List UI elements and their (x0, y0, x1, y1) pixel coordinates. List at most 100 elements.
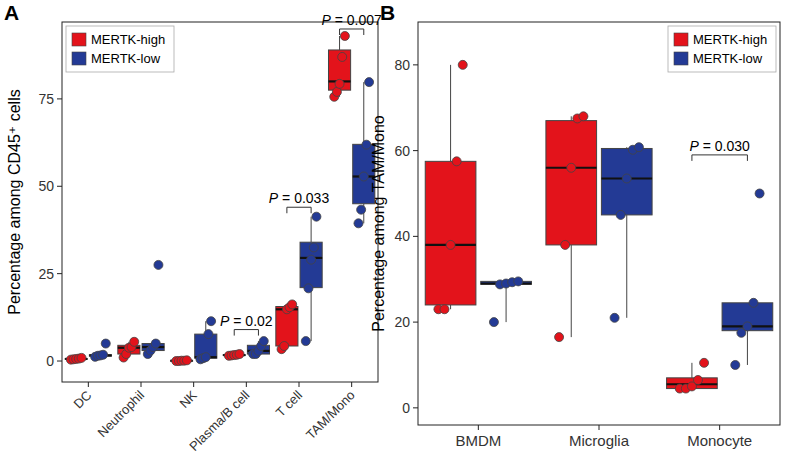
data-point (207, 317, 216, 326)
whisker-high (691, 363, 692, 378)
box (300, 242, 322, 287)
legend-label: MERTK-high (91, 32, 165, 47)
x-tick (599, 425, 600, 430)
y-tick (57, 98, 62, 99)
data-point (312, 212, 321, 221)
data-point (365, 78, 374, 87)
p-value: P = 0.02 (220, 313, 273, 329)
data-point (201, 353, 210, 362)
y-tick-label: 20 (394, 314, 410, 330)
x-tick (141, 382, 142, 387)
whisker-low (626, 215, 627, 318)
whisker-high (339, 36, 340, 50)
data-point (561, 240, 570, 249)
x-tick-label: Monocyte (687, 432, 752, 449)
whisker-low (450, 305, 451, 309)
legend: MERTK-highMERTK-low (668, 26, 776, 72)
data-point (440, 305, 449, 314)
p-value: P = 0.033 (269, 190, 330, 206)
plot-frame (418, 22, 780, 425)
y-tick-label: 0 (402, 400, 410, 416)
x-tick-label: BMDM (455, 432, 501, 449)
data-point (579, 112, 588, 121)
y-tick (413, 407, 418, 408)
whisker-low (747, 331, 748, 365)
data-point (359, 172, 368, 181)
y-axis-label: Percentage among CD45⁺ cells (6, 89, 23, 314)
panel: A0255075Percentage among CD45⁺ cellsDCNe… (4, 1, 382, 454)
marks (65, 31, 375, 365)
data-point (204, 330, 213, 339)
legend-swatch (72, 52, 86, 65)
data-point (77, 353, 86, 362)
data-point (332, 87, 341, 96)
data-point (99, 350, 108, 359)
whisker-high (311, 217, 312, 243)
data-point (235, 350, 244, 359)
legend-swatch (674, 33, 688, 46)
data-point (304, 284, 313, 293)
data-point (743, 322, 752, 331)
data-point (755, 189, 764, 198)
data-point (616, 210, 625, 219)
significance-bracket (287, 207, 311, 213)
plot-frame (62, 22, 378, 382)
x-tick (193, 382, 194, 387)
legend-label: MERTK-low (693, 51, 763, 66)
x-tick (246, 382, 247, 387)
data-point (514, 277, 523, 286)
y-tick-label: 60 (394, 143, 410, 159)
data-point (301, 337, 310, 346)
data-point (154, 260, 163, 269)
data-point (489, 318, 498, 327)
data-point (610, 313, 619, 322)
legend-swatch (674, 52, 688, 65)
box (601, 148, 652, 214)
x-tick-label: Microglia (569, 432, 630, 449)
p-value: P = 0.030 (689, 138, 750, 154)
data-point (182, 356, 191, 365)
figure: A0255075Percentage among CD45⁺ cellsDCNe… (0, 0, 792, 456)
y-tick (413, 150, 418, 151)
y-tick (413, 236, 418, 237)
whisker-high (363, 82, 364, 144)
x-tick (478, 425, 479, 430)
y-tick (57, 186, 62, 187)
data-point (338, 52, 347, 61)
p-value: P = 0.007 (321, 12, 382, 28)
data-point (622, 174, 631, 183)
box (425, 161, 476, 305)
marks (425, 60, 773, 393)
y-tick-label: 50 (38, 178, 54, 194)
y-tick-label: 80 (394, 57, 410, 73)
x-tick-label: TAM/Mono (303, 388, 358, 443)
legend-swatch (72, 33, 86, 46)
legend-frame (668, 26, 776, 72)
panel-label: A (4, 1, 19, 24)
box (722, 303, 773, 331)
box (546, 121, 597, 245)
significance-bracket (340, 29, 364, 35)
data-point (288, 300, 297, 309)
y-tick (413, 64, 418, 65)
box (328, 50, 350, 90)
data-point (634, 143, 643, 152)
data-point (130, 337, 139, 346)
data-point (340, 31, 349, 40)
data-point (446, 240, 455, 249)
panel: B020406080Percentage among TAM/MonoBMDMM… (370, 1, 780, 449)
y-tick-label: 75 (38, 91, 54, 107)
data-point (307, 255, 316, 264)
significance-bracket (692, 155, 748, 161)
significance-bracket (234, 330, 258, 336)
data-point (335, 79, 344, 88)
legend: MERTK-high MERTK-low (66, 26, 174, 72)
legend-label: MERTK-low (91, 51, 161, 66)
data-point (693, 375, 702, 384)
data-point (280, 342, 289, 351)
x-tick-label: DC (71, 388, 95, 412)
y-tick-label: 40 (394, 228, 410, 244)
whisker-low (571, 245, 572, 337)
data-point (452, 157, 461, 166)
x-tick-label: Neutrophil (95, 387, 148, 440)
